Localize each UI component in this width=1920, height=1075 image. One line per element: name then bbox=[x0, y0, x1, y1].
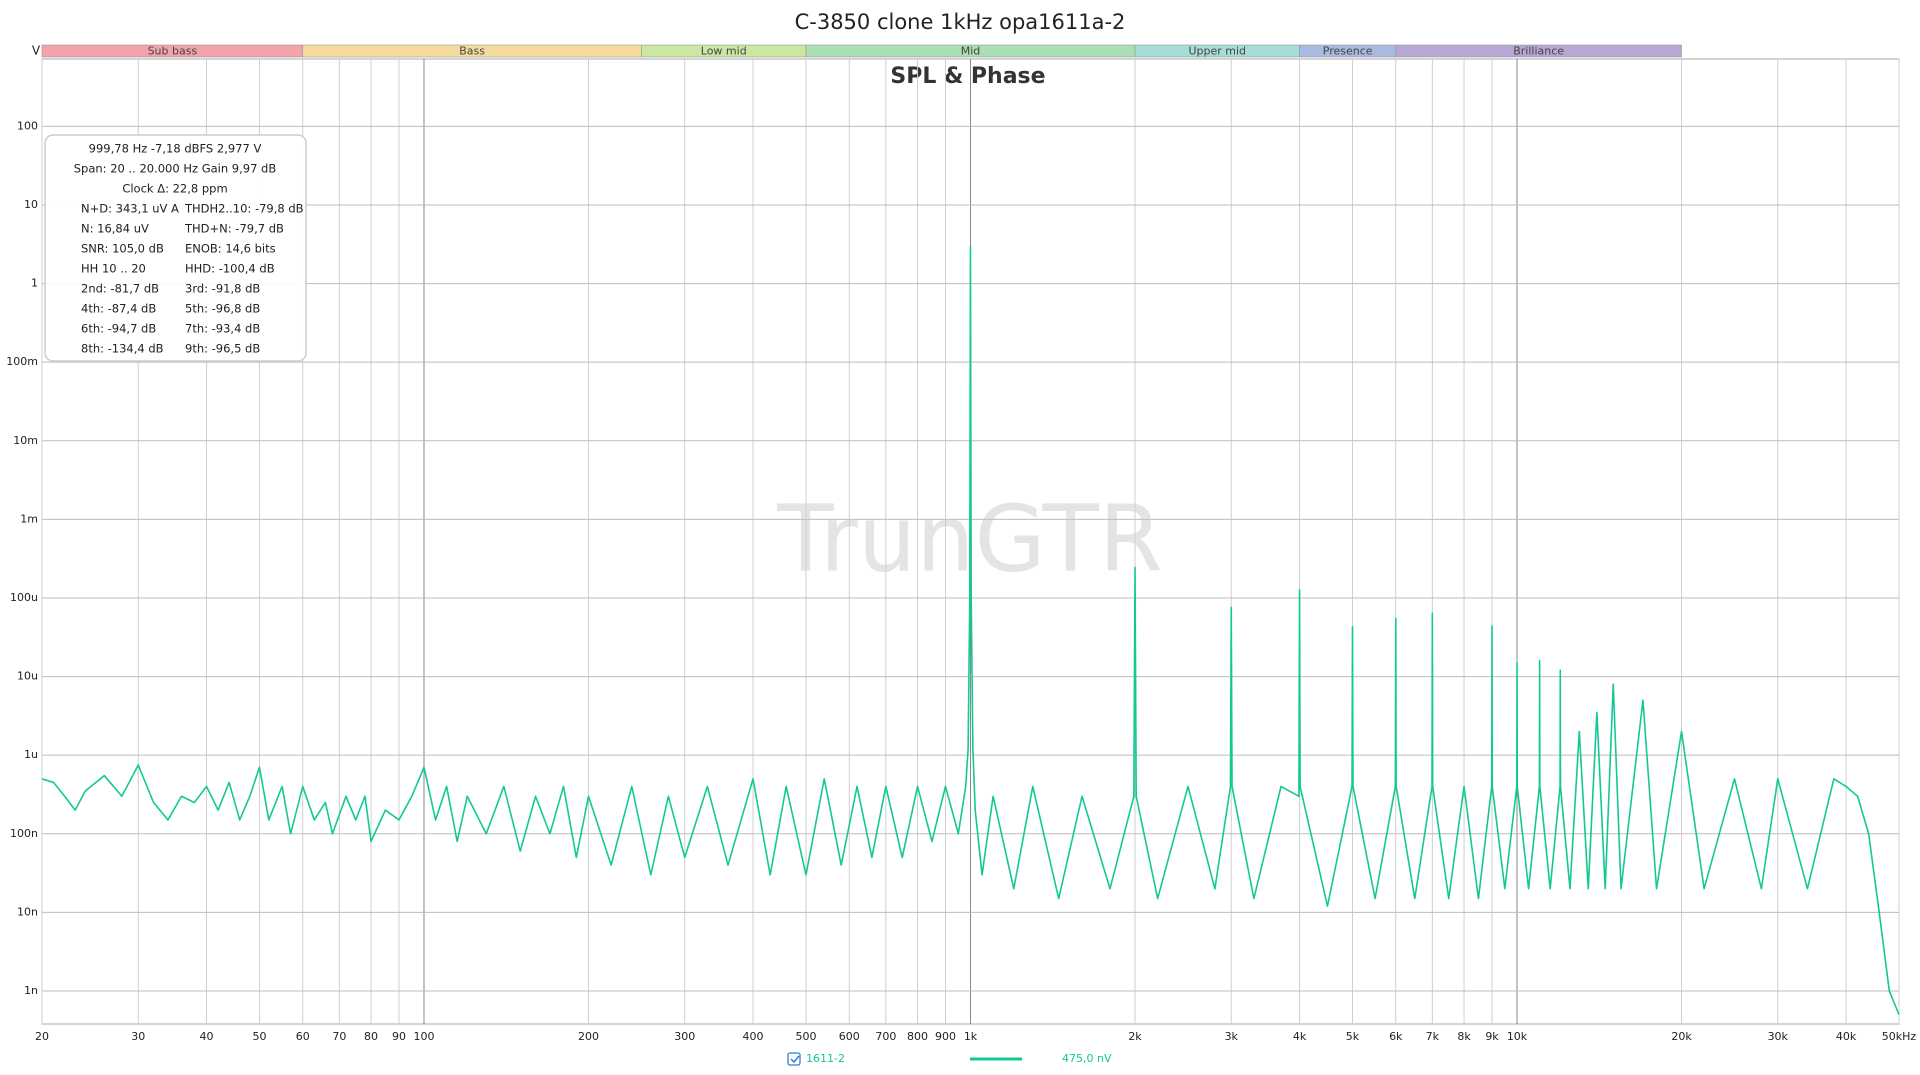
x-tick-label: 10k bbox=[1507, 1030, 1528, 1043]
y-tick-label: 1n bbox=[24, 984, 38, 997]
x-tick-label: 60 bbox=[296, 1030, 310, 1043]
x-tick-label: 20 bbox=[35, 1030, 49, 1043]
x-tick-label: 300 bbox=[674, 1030, 695, 1043]
x-tick-label: 80 bbox=[364, 1030, 378, 1043]
y-tick-label: 100m bbox=[6, 355, 38, 368]
chart-title: C-3850 clone 1kHz opa1611a-2 bbox=[795, 10, 1126, 34]
band-label: Bass bbox=[459, 45, 485, 58]
legend-label: 1611-2 bbox=[806, 1052, 845, 1065]
info-text: SNR: 105,0 dB bbox=[81, 242, 164, 256]
x-tick-label: 1k bbox=[964, 1030, 978, 1043]
band-label: Presence bbox=[1323, 45, 1373, 58]
x-tick-label: 20k bbox=[1671, 1030, 1692, 1043]
y-tick-label: 10m bbox=[13, 434, 38, 447]
x-tick-label: 9k bbox=[1485, 1030, 1499, 1043]
info-text: 8th: -134,4 dB bbox=[81, 342, 164, 356]
band-label: Brilliance bbox=[1513, 45, 1564, 58]
info-text: 5th: -96,8 dB bbox=[185, 302, 260, 316]
x-tick-label: 8k bbox=[1457, 1030, 1471, 1043]
y-tick-label: 10 bbox=[24, 198, 38, 211]
x-tick-label: 4k bbox=[1293, 1030, 1307, 1043]
info-text: N+D: 343,1 uV A bbox=[81, 202, 179, 216]
legend-value: 475,0 nV bbox=[1062, 1052, 1112, 1065]
y-tick-label: 1 bbox=[31, 277, 38, 290]
y-tick-label: 100 bbox=[17, 119, 38, 132]
x-tick-label: 5k bbox=[1346, 1030, 1360, 1043]
x-tick-label: 700 bbox=[875, 1030, 896, 1043]
x-tick-label: 40k bbox=[1836, 1030, 1857, 1043]
x-tick-label: 6k bbox=[1389, 1030, 1403, 1043]
band-label: Upper mid bbox=[1188, 45, 1246, 58]
band bbox=[1395, 44, 1682, 58]
y-tick-label: 1u bbox=[24, 748, 38, 761]
x-tick-label: 100 bbox=[413, 1030, 434, 1043]
y-unit: V bbox=[32, 44, 41, 58]
info-text: 4th: -87,4 dB bbox=[81, 302, 156, 316]
legend-checkbox bbox=[787, 1052, 801, 1066]
x-tick-label: 50kHz bbox=[1882, 1030, 1917, 1043]
x-tick-label: 30k bbox=[1768, 1030, 1789, 1043]
info-text: 2nd: -81,7 dB bbox=[81, 282, 159, 296]
x-tick-label: 500 bbox=[795, 1030, 816, 1043]
info-text: N: 16,84 uV bbox=[81, 222, 149, 236]
info-text: 999,78 Hz -7,18 dBFS 2,977 V bbox=[89, 142, 262, 156]
band-label: Low mid bbox=[701, 45, 747, 58]
spectrum-line bbox=[41, 245, 1900, 1015]
x-tick-label: 90 bbox=[392, 1030, 406, 1043]
info-text: ENOB: 14,6 bits bbox=[185, 242, 276, 256]
info-text: Clock Δ: 22,8 ppm bbox=[122, 182, 227, 196]
y-tick-label: 100n bbox=[10, 827, 38, 840]
x-tick-label: 2k bbox=[1128, 1030, 1142, 1043]
band-label: Sub bass bbox=[148, 45, 198, 58]
info-text: HH 10 .. 20 bbox=[81, 262, 146, 276]
x-tick-label: 900 bbox=[935, 1030, 956, 1043]
y-tick-label: 10u bbox=[17, 670, 38, 683]
chart-subtitle: SPL & Phase bbox=[890, 64, 1045, 89]
info-text: 3rd: -91,8 dB bbox=[185, 282, 260, 296]
x-tick-label: 70 bbox=[332, 1030, 346, 1043]
info-text: 7th: -93,4 dB bbox=[185, 322, 260, 336]
y-tick-label: 10n bbox=[17, 905, 38, 918]
info-box bbox=[44, 134, 307, 362]
legend-check bbox=[790, 1055, 800, 1064]
x-tick-label: 200 bbox=[578, 1030, 599, 1043]
x-tick-label: 800 bbox=[907, 1030, 928, 1043]
x-tick-label: 400 bbox=[743, 1030, 764, 1043]
y-tick-label: 100u bbox=[10, 591, 38, 604]
info-text: 6th: -94,7 dB bbox=[81, 322, 156, 336]
x-tick-label: 50 bbox=[252, 1030, 266, 1043]
x-tick-label: 7k bbox=[1426, 1030, 1440, 1043]
info-text: 9th: -96,5 dB bbox=[185, 342, 260, 356]
y-tick-label: 1m bbox=[20, 512, 38, 525]
x-tick-label: 3k bbox=[1225, 1030, 1239, 1043]
info-text: THDH2..10: -79,8 dB bbox=[184, 202, 304, 216]
info-text: HHD: -100,4 dB bbox=[185, 262, 275, 276]
info-text: THD+N: -79,7 dB bbox=[184, 222, 284, 236]
x-tick-label: 40 bbox=[200, 1030, 214, 1043]
x-tick-label: 30 bbox=[131, 1030, 145, 1043]
x-tick-label: 600 bbox=[839, 1030, 860, 1043]
info-text: Span: 20 .. 20.000 Hz Gain 9,97 dB bbox=[74, 162, 277, 176]
band-label: Mid bbox=[961, 45, 981, 58]
